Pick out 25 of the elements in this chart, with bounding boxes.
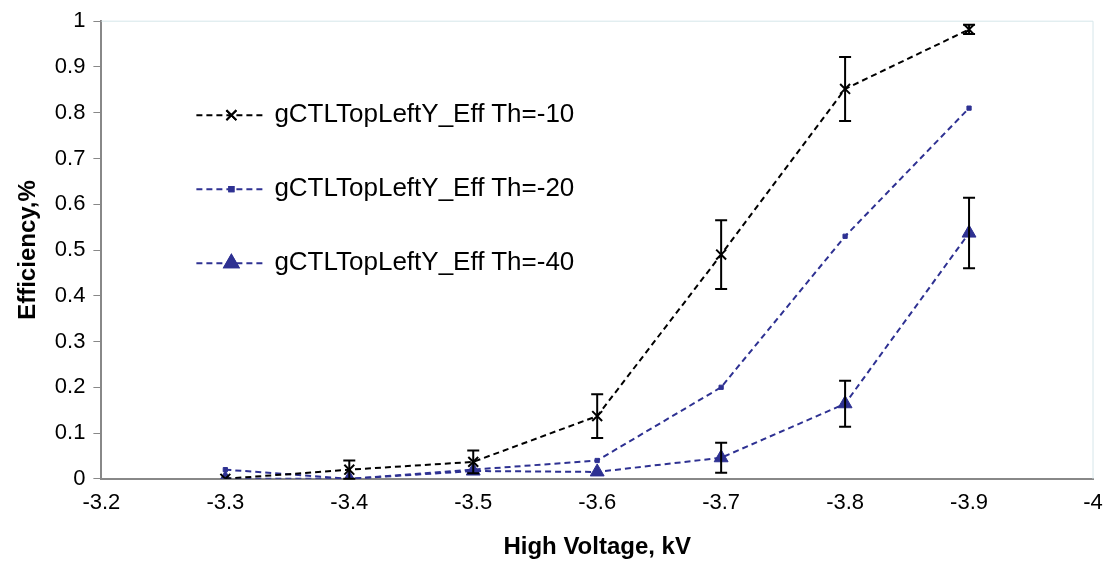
y-tick-label: 0.8 <box>54 98 86 124</box>
x-tick-label: -4 <box>1083 489 1103 515</box>
y-tick-label: 0.7 <box>54 144 86 170</box>
y-tick-label: 0.6 <box>54 190 86 216</box>
y-tick-label: 0.9 <box>54 53 86 79</box>
y-tick-label: 0.1 <box>54 419 86 445</box>
y-axis-title: Efficiency,% <box>13 180 41 320</box>
x-tick-label: -3.6 <box>578 489 617 515</box>
x-tick-label: -3.9 <box>950 489 989 515</box>
legend-label: gCTLTopLeftY_Eff Th=-20 <box>274 172 575 203</box>
x-tick-label: -3.4 <box>330 489 369 515</box>
x-tick-label: -3.7 <box>702 489 741 515</box>
legend-label: gCTLTopLeftY_Eff Th=-40 <box>274 246 575 277</box>
y-tick-label: 0.5 <box>54 236 86 262</box>
y-tick-label: 1 <box>73 7 86 33</box>
x-axis-title: High Voltage, kV <box>503 532 691 560</box>
y-tick-label: 0 <box>73 464 86 490</box>
x-tick-label: -3.3 <box>206 489 245 515</box>
x-tick-label: -3.5 <box>454 489 493 515</box>
x-tick-label: -3.8 <box>826 489 865 515</box>
x-tick-label: -3.2 <box>82 489 121 515</box>
y-tick-label: 0.3 <box>54 327 86 353</box>
y-tick-label: 0.2 <box>54 373 86 399</box>
legend-label: gCTLTopLeftY_Eff Th=-10 <box>274 98 575 129</box>
y-tick-label: 0.4 <box>54 281 86 307</box>
